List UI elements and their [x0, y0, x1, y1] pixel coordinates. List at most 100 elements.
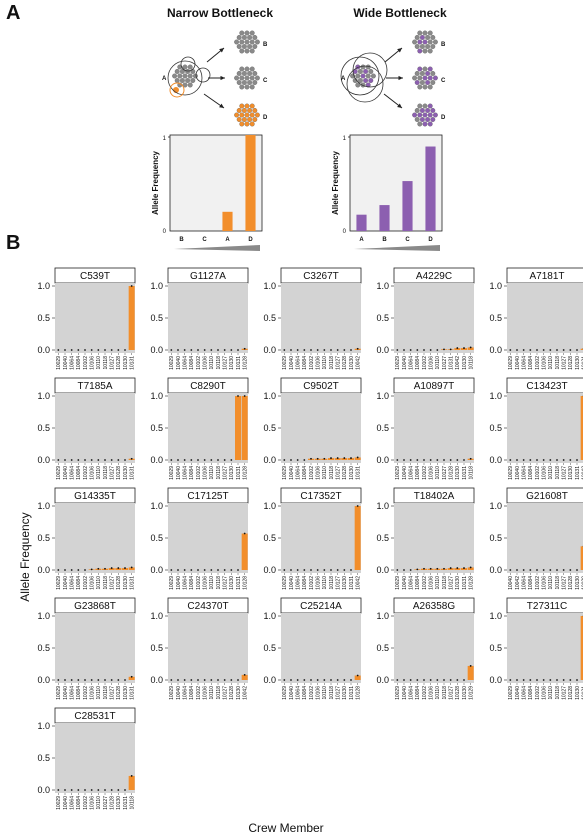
data-point — [449, 567, 452, 569]
wide-cluster-a-cell — [363, 69, 369, 74]
tick-label: 10106 — [428, 576, 434, 590]
data-point — [223, 569, 226, 571]
facet-title: C3267T — [303, 271, 339, 282]
narrow-cluster-b-cell — [252, 44, 258, 49]
tick-label: 10040 — [63, 356, 69, 370]
data-point — [536, 569, 538, 571]
bar — [447, 568, 454, 570]
tick-label: 10029 — [56, 796, 62, 810]
sampling-circle — [195, 67, 211, 83]
tick-label: 0.5 — [489, 423, 502, 433]
tick-label: 10128 — [568, 686, 574, 700]
wide-cluster-d-cell — [419, 117, 425, 122]
tick-label: 10064 — [408, 466, 414, 480]
tick-label: 10102 — [196, 466, 202, 480]
data-point — [403, 459, 405, 461]
tick-label: 10131 — [129, 576, 135, 590]
x-axis-title: Crew Member — [248, 821, 324, 835]
tick-label: 10130 — [455, 576, 461, 590]
tick-label: 10106 — [315, 356, 321, 370]
data-point — [416, 679, 419, 681]
data-point — [343, 349, 346, 351]
narrow-cluster-b-cell — [249, 39, 255, 45]
data-point — [562, 569, 565, 571]
tick-label: 10102 — [83, 576, 89, 590]
data-point — [84, 789, 86, 791]
tick-label: 10084 — [76, 466, 82, 480]
data-point — [190, 459, 193, 461]
tick-label: 1.0 — [37, 501, 50, 511]
tick-label: 1 — [163, 136, 167, 142]
facet-C9502T: C9502T 0.0 0.5 1.0 10029 10040 10064 10084 10102… — [263, 377, 361, 480]
tick-label: 10110 — [96, 466, 102, 480]
data-point — [409, 349, 412, 351]
wide-cluster-d — [412, 103, 438, 127]
tick-label: 0.0 — [37, 455, 50, 465]
wide-cluster-d-cell — [425, 108, 431, 113]
tick-label: 10106 — [428, 686, 434, 700]
tick-label: 10130 — [123, 466, 129, 480]
tick-label: 10128 — [568, 576, 574, 590]
facet-title: C13423T — [526, 381, 567, 392]
narrow-cluster-b-cell — [247, 44, 253, 49]
bar — [341, 458, 348, 460]
bar — [122, 568, 128, 570]
tick-label: 10130 — [123, 356, 129, 370]
data-point — [456, 679, 459, 681]
facet-title: C24370T — [187, 601, 228, 612]
data-point — [576, 679, 578, 681]
node-label-a: A — [341, 76, 346, 82]
data-point — [84, 349, 86, 351]
data-point — [562, 349, 565, 351]
tick-label: 10130 — [462, 356, 468, 370]
data-point — [57, 349, 60, 351]
tick-label: 10118 — [442, 686, 448, 700]
tick-label: 10064 — [295, 356, 301, 370]
tick-label: 10128 — [342, 356, 348, 370]
tick-label: 10128 — [116, 356, 122, 370]
tick-label: 10029 — [56, 356, 62, 370]
facet-A4229C: A4229C 0.0 0.5 1.0 10029 10040 10064 10084 10102… — [376, 267, 474, 370]
wide-cluster-d-cell — [414, 108, 420, 113]
wide-cluster-c-cell — [414, 71, 420, 76]
tick-label: 10029 — [56, 576, 62, 590]
tick-label: 0.5 — [263, 533, 276, 543]
tick-label: 10040 — [176, 466, 182, 480]
tick-label: 0.5 — [37, 313, 50, 323]
tick-label: 10042 — [355, 576, 361, 590]
narrow-cluster-c-cell — [247, 71, 253, 76]
plot-background — [168, 613, 248, 683]
narrow-cluster-c-cell — [239, 75, 245, 81]
narrow-cluster-a-cell — [179, 78, 185, 83]
tick-label: 10102 — [83, 686, 89, 700]
tick-label: 0.5 — [37, 643, 50, 653]
tick-label: 1.0 — [37, 391, 50, 401]
tick-label: 10040 — [402, 356, 408, 370]
wide-cluster-d-cell — [425, 117, 431, 122]
data-point — [90, 789, 93, 791]
tick-label: 10127 — [335, 466, 341, 480]
wide-cluster-b-cell — [417, 30, 423, 36]
tick-label: 10128 — [355, 686, 361, 700]
tick-label: 10118 — [468, 466, 474, 480]
wide-cluster-b-cell — [414, 35, 420, 40]
data-point — [356, 347, 359, 350]
facet-C8290T: C8290T 0.0 0.5 1.0 10029 10040 10064 10084 10102… — [150, 377, 248, 480]
data-point — [217, 569, 219, 571]
tick-label: 10084 — [415, 356, 421, 370]
narrow-cluster-c-cell — [252, 71, 258, 76]
tick-label: 0.5 — [150, 313, 163, 323]
data-point — [509, 569, 512, 571]
tick-label: 10131 — [236, 466, 242, 480]
plot-background — [507, 393, 583, 463]
bar — [235, 396, 241, 460]
tick-label: 10102 — [196, 576, 202, 590]
data-point — [97, 567, 100, 570]
data-point — [104, 459, 106, 461]
narrow-cluster-d — [234, 103, 260, 127]
bar — [454, 568, 461, 570]
narrow-cluster-b-cell — [244, 30, 250, 36]
data-point — [463, 567, 465, 569]
data-point — [110, 349, 113, 351]
bar — [354, 675, 361, 680]
